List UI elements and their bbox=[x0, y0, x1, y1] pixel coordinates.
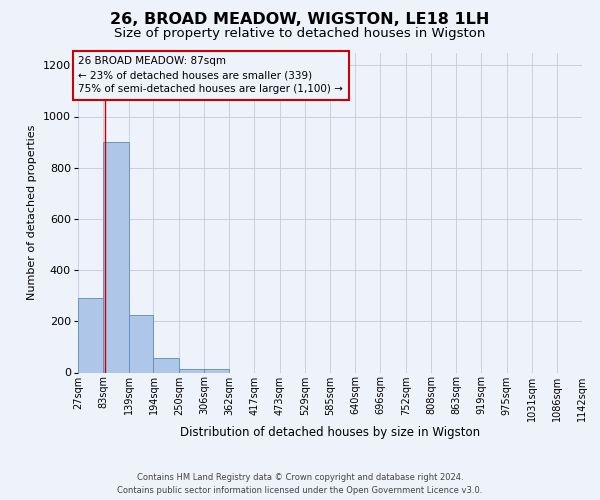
Text: Size of property relative to detached houses in Wigston: Size of property relative to detached ho… bbox=[115, 28, 485, 40]
Bar bbox=[103, 142, 128, 372]
X-axis label: Distribution of detached houses by size in Wigston: Distribution of detached houses by size … bbox=[180, 426, 480, 439]
Text: 26, BROAD MEADOW, WIGSTON, LE18 1LH: 26, BROAD MEADOW, WIGSTON, LE18 1LH bbox=[110, 12, 490, 28]
Bar bbox=[179, 368, 204, 372]
Text: 26 BROAD MEADOW: 87sqm
← 23% of detached houses are smaller (339)
75% of semi-de: 26 BROAD MEADOW: 87sqm ← 23% of detached… bbox=[79, 56, 343, 94]
Bar bbox=[154, 358, 179, 372]
Bar bbox=[78, 298, 103, 372]
Bar bbox=[128, 315, 154, 372]
Bar bbox=[204, 368, 229, 372]
Text: Contains HM Land Registry data © Crown copyright and database right 2024.
Contai: Contains HM Land Registry data © Crown c… bbox=[118, 474, 482, 495]
Y-axis label: Number of detached properties: Number of detached properties bbox=[28, 125, 37, 300]
